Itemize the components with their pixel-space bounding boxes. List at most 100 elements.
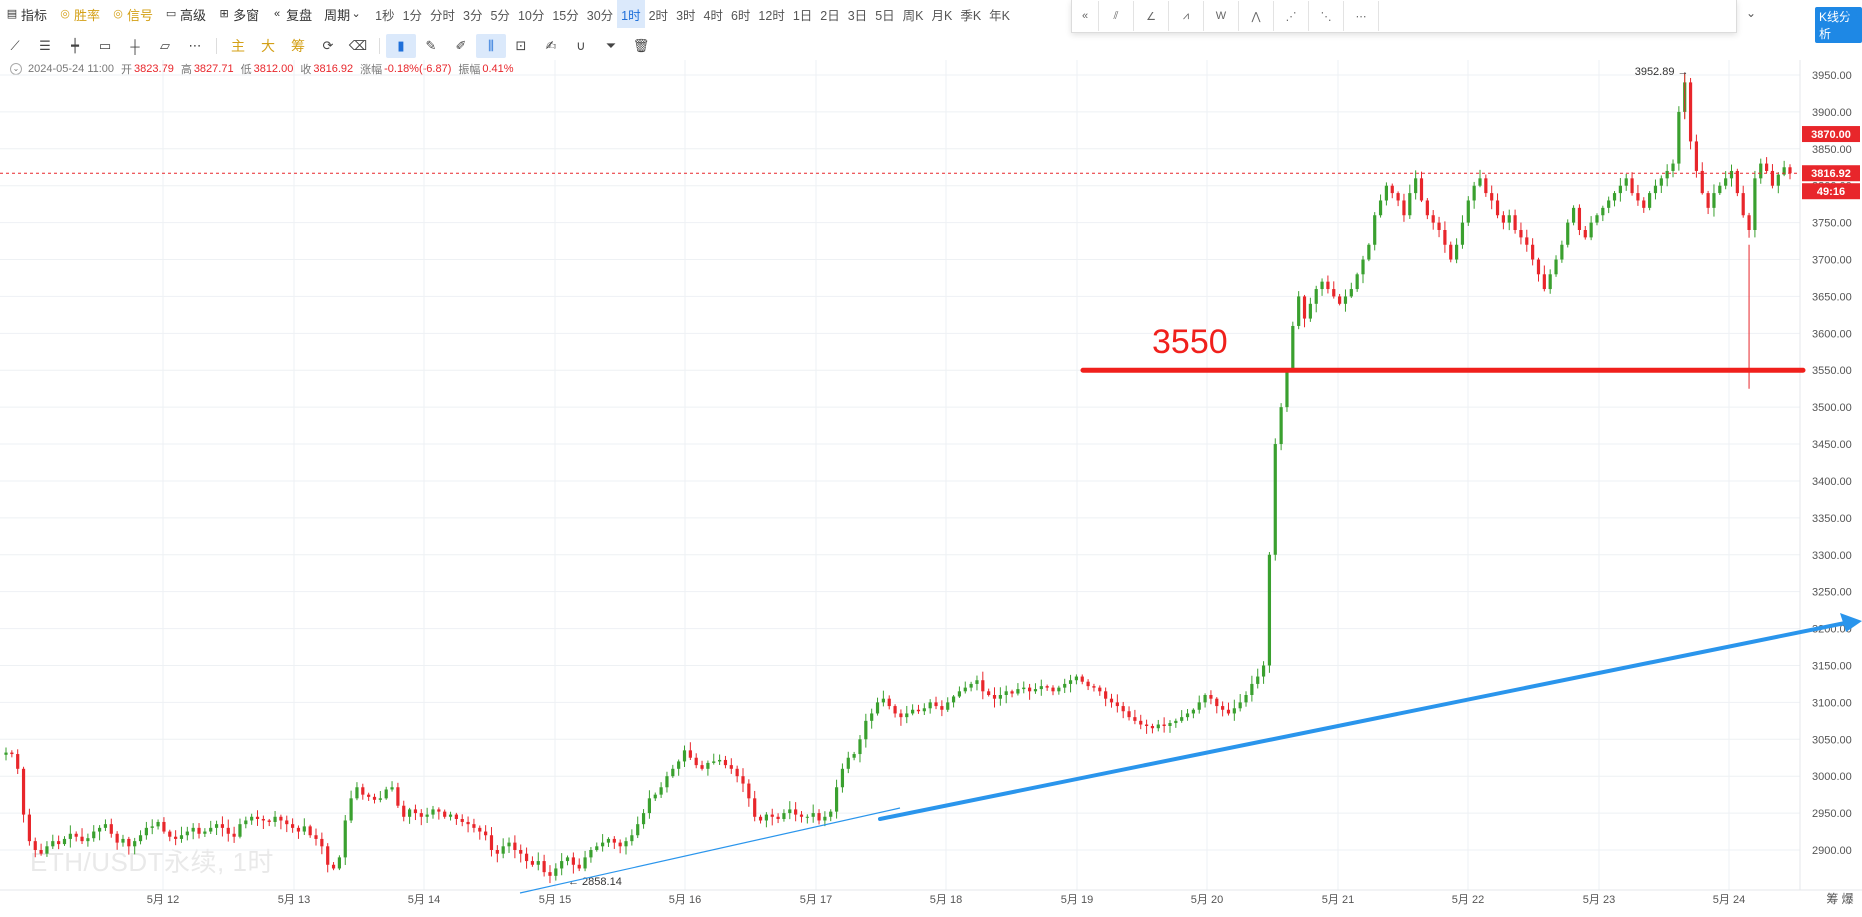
candle-body: [1642, 200, 1646, 208]
x-tick-label: 5月 23: [1583, 894, 1615, 906]
pattern-wave5-icon[interactable]: ⋱: [1309, 1, 1344, 31]
advanced-button[interactable]: ▭ 高级: [159, 0, 212, 28]
trash-icon[interactable]: 🗑: [632, 38, 650, 53]
x-tick-label: 5月 17: [800, 894, 832, 906]
candle-body: [74, 833, 78, 837]
collapse-icon[interactable]: ⌄: [10, 63, 22, 75]
candle-body: [1466, 200, 1470, 223]
line-tool-icon[interactable]: ⟋: [10, 38, 20, 53]
candle-body: [103, 824, 108, 828]
big-order-button[interactable]: 大: [261, 38, 275, 54]
pattern-angle-icon[interactable]: ∠: [1134, 1, 1169, 31]
period-2[interactable]: 分时: [430, 8, 456, 23]
period-9[interactable]: 2时: [648, 8, 669, 23]
pattern-wave3-icon[interactable]: ⋰: [1274, 1, 1309, 31]
period-10[interactable]: 3时: [676, 8, 696, 23]
parallelogram-icon[interactable]: ▱: [160, 38, 170, 53]
candle-body: [1718, 185, 1722, 194]
more-menu[interactable]: ⌄: [1746, 6, 1756, 20]
candle-body: [1232, 708, 1236, 714]
candle-body: [1221, 706, 1225, 710]
vertical-line-icon[interactable]: ┼: [130, 38, 140, 54]
candle-body: [156, 821, 160, 827]
chip-button[interactable]: 筹: [291, 38, 305, 54]
pattern-head-shoulder-icon[interactable]: ⋀: [1239, 1, 1274, 31]
replay-button[interactable]: « 复盘: [265, 0, 318, 28]
x-tick-label: 5月 21: [1322, 894, 1354, 906]
min-price-label: ← 2858.14: [568, 876, 622, 888]
period-20[interactable]: 季K: [960, 8, 982, 23]
period-13[interactable]: 12时: [758, 8, 785, 23]
brush-icon[interactable]: ✐: [455, 38, 467, 53]
low-label: 低: [240, 64, 252, 76]
period-16[interactable]: 3日: [847, 8, 868, 23]
candle-body: [694, 757, 698, 766]
share-icon[interactable]: ⋈: [1846, 6, 1859, 21]
winrate-button[interactable]: ◎ 胜率: [53, 0, 106, 28]
chart-icon: ▤: [6, 8, 18, 20]
main-indicator-button[interactable]: 主: [231, 38, 245, 54]
signal-button[interactable]: ◎ 信号: [106, 0, 159, 28]
kline-analysis-button[interactable]: K线分析: [1815, 7, 1862, 43]
candle-body: [27, 814, 31, 842]
candle-body: [1226, 709, 1231, 714]
period-12[interactable]: 6时: [730, 8, 751, 23]
candle-body: [671, 768, 675, 777]
lock-icon[interactable]: ⊡: [515, 38, 527, 53]
period-18[interactable]: 周K: [902, 8, 924, 23]
parallel-lines-icon[interactable]: ☰: [39, 38, 51, 53]
bookmark-icon[interactable]: ▮: [386, 34, 416, 58]
candle-body: [975, 680, 979, 684]
pattern-fan-icon[interactable]: ⫽: [1099, 1, 1134, 31]
pattern-arrows-icon[interactable]: «: [1072, 1, 1099, 31]
period-0[interactable]: 1秒: [375, 8, 395, 23]
more-tools-icon[interactable]: ⋯: [188, 38, 202, 53]
multiwindow-button[interactable]: ⊞ 多窗: [212, 0, 265, 28]
pattern-wave-b-icon[interactable]: ⋯: [1344, 1, 1379, 31]
period-14[interactable]: 1日: [792, 8, 813, 23]
candle-body: [285, 820, 289, 825]
period-7[interactable]: 30分: [586, 8, 614, 23]
period-1[interactable]: 1分: [402, 8, 423, 23]
ruler-icon[interactable]: ✎: [425, 38, 437, 53]
pattern-w-icon[interactable]: W: [1204, 1, 1239, 31]
candle-body: [834, 787, 839, 812]
filter-icon[interactable]: ⏷: [605, 38, 617, 53]
x-tick-label: 5月 20: [1191, 894, 1223, 906]
period-6[interactable]: 15分: [552, 8, 579, 23]
candle-body: [1191, 709, 1195, 714]
period-5[interactable]: 10分: [517, 8, 545, 23]
period-21[interactable]: 年K: [989, 8, 1011, 23]
candle-body: [647, 798, 652, 814]
candle-body: [314, 835, 318, 839]
eraser-icon[interactable]: ⌫: [348, 38, 368, 53]
pattern-abcd-icon[interactable]: ⩘: [1169, 1, 1204, 31]
horizontal-line-icon[interactable]: ┿: [71, 38, 79, 53]
period-19[interactable]: 月K: [931, 8, 953, 23]
x-tick-label: 5月 13: [278, 894, 310, 906]
edit-icon[interactable]: ✍: [545, 38, 557, 53]
magnet-icon[interactable]: ∪: [576, 38, 586, 53]
candle-body: [378, 798, 382, 800]
y-tick-label: 3550.00: [1812, 365, 1852, 377]
period-3[interactable]: 3分: [463, 8, 483, 23]
period-17[interactable]: 5日: [875, 8, 895, 23]
candle-body: [1174, 720, 1178, 724]
sync-icon[interactable]: ⟳: [322, 38, 334, 53]
thin-trendline: [519, 807, 901, 894]
y-tick-label: 3000.00: [1812, 771, 1852, 783]
period-15[interactable]: 2日: [820, 8, 840, 23]
candle-body: [653, 794, 657, 799]
candles-icon[interactable]: ⫼: [476, 34, 506, 58]
period-8[interactable]: 1时: [617, 0, 645, 28]
period-label: 周期: [324, 7, 351, 23]
candle-body: [1408, 193, 1412, 216]
period-4[interactable]: 5分: [490, 8, 510, 23]
period-11[interactable]: 4时: [703, 8, 723, 23]
amplitude-label: 振幅: [458, 64, 481, 76]
indicators-button[interactable]: ▤ 指标: [0, 0, 53, 28]
candle-body: [203, 831, 207, 834]
period-dropdown[interactable]: 周期 ⌄: [318, 0, 371, 28]
rectangle-icon[interactable]: ▭: [98, 38, 112, 53]
